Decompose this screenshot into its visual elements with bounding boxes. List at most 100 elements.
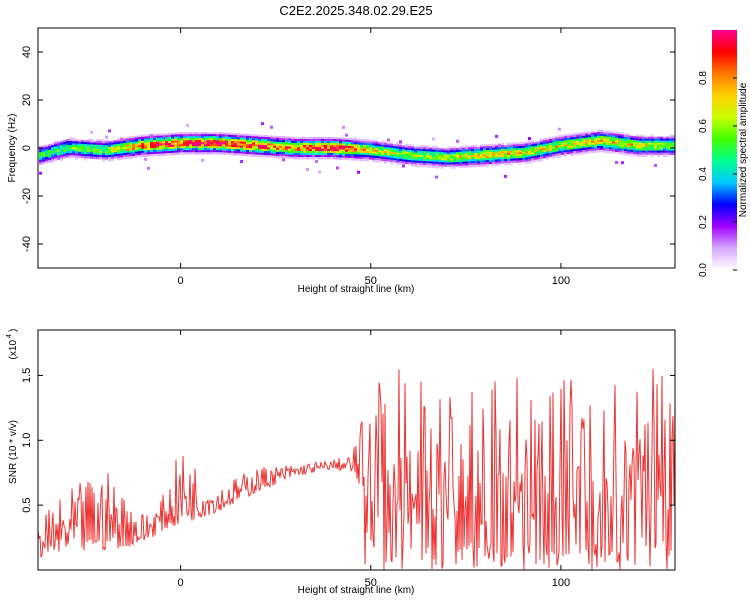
heatmap-cell xyxy=(483,146,486,149)
heatmap-cell xyxy=(519,160,522,163)
heatmap-cell xyxy=(279,150,282,153)
heatmap-cell xyxy=(588,139,591,142)
heatmap-cell xyxy=(432,145,435,149)
heatmap-cell xyxy=(528,154,531,158)
heatmap-cell xyxy=(336,166,339,170)
heatmap-cell xyxy=(84,156,87,159)
heatmap-cell xyxy=(672,150,675,153)
heatmap-cell xyxy=(423,157,426,160)
heatmap-cell xyxy=(456,162,459,165)
heatmap-cell xyxy=(69,147,72,150)
heatmap-cell xyxy=(411,144,414,147)
heatmap-cell xyxy=(186,140,189,143)
heatmap-cell xyxy=(153,147,156,151)
heatmap-cell xyxy=(183,152,186,155)
heatmap-cell xyxy=(225,152,228,156)
heatmap-cell xyxy=(90,146,93,149)
heatmap-cell xyxy=(501,145,504,148)
heatmap-cell xyxy=(591,142,594,146)
heatmap-cell xyxy=(276,149,279,153)
heatmap-cell xyxy=(594,136,597,139)
heatmap-cell xyxy=(408,150,411,153)
heatmap-cell xyxy=(648,146,651,149)
heatmap-cell xyxy=(636,150,639,153)
heatmap-cell xyxy=(282,146,285,149)
heatmap-cell xyxy=(189,144,192,147)
heatmap-cell xyxy=(633,144,636,147)
heatmap-cell xyxy=(111,156,114,159)
heatmap-cell xyxy=(228,136,231,140)
heatmap-cell xyxy=(177,136,180,139)
heatmap-cell xyxy=(378,152,381,155)
heatmap-cell xyxy=(486,158,489,161)
heatmap-cell xyxy=(612,137,615,140)
heatmap-cell xyxy=(504,162,507,166)
heatmap-cell xyxy=(261,122,264,126)
heatmap-cell xyxy=(66,151,69,154)
heatmap-cell xyxy=(375,139,378,143)
heatmap-cell xyxy=(129,144,132,147)
heatmap-cell xyxy=(384,159,387,162)
heatmap-cell xyxy=(207,152,210,155)
heatmap-cell xyxy=(102,145,105,148)
heatmap-cell xyxy=(540,144,543,147)
heatmap-cell xyxy=(87,142,90,145)
heatmap-cell xyxy=(627,137,630,140)
heatmap-cell xyxy=(672,140,675,143)
heatmap-cell xyxy=(54,144,57,147)
heatmap-cell xyxy=(606,130,609,134)
heatmap-cell xyxy=(567,147,570,151)
heatmap-cell xyxy=(177,132,180,135)
heatmap-cell xyxy=(537,155,540,158)
heatmap-cell xyxy=(537,143,540,146)
heatmap-cell xyxy=(444,164,447,167)
heatmap-cell xyxy=(468,147,471,150)
heatmap-cell xyxy=(666,144,669,147)
heatmap-cell xyxy=(102,141,105,144)
heatmap-cell xyxy=(666,148,669,151)
heatmap-cell xyxy=(441,152,444,155)
heatmap-cell xyxy=(285,150,288,153)
heatmap-cell xyxy=(372,153,375,156)
heatmap-cell xyxy=(579,132,582,135)
heatmap-cell xyxy=(231,146,234,150)
heatmap-cell xyxy=(318,141,321,144)
heatmap-cell xyxy=(306,147,309,150)
heatmap-cell xyxy=(141,138,144,142)
heatmap-cell xyxy=(57,151,60,154)
heatmap-cell xyxy=(492,163,495,167)
heatmap-cell xyxy=(450,162,453,165)
heatmap-cell xyxy=(396,148,399,151)
heatmap-cell xyxy=(234,139,237,142)
heatmap-cell xyxy=(543,153,546,157)
heatmap-cell xyxy=(576,146,579,150)
heatmap-cell xyxy=(459,155,462,159)
heatmap-cell xyxy=(489,151,492,155)
heatmap-cell xyxy=(345,133,348,137)
heatmap-cell xyxy=(528,146,531,150)
heatmap-cell xyxy=(186,136,189,139)
heatmap-cell xyxy=(552,150,555,153)
heatmap-cell xyxy=(621,132,624,135)
heatmap-cell xyxy=(111,144,114,147)
heatmap-cell xyxy=(177,134,180,137)
heatmap-cell xyxy=(666,146,669,149)
heatmap-cell xyxy=(174,136,177,140)
heatmap-cell xyxy=(525,149,528,152)
heatmap-cell xyxy=(228,150,231,154)
heatmap-cell xyxy=(585,133,588,136)
heatmap-cell xyxy=(408,158,411,161)
heatmap-cell xyxy=(525,155,528,158)
heatmap-cell xyxy=(543,151,546,155)
heatmap-cell xyxy=(576,138,579,142)
heatmap-cell xyxy=(465,159,468,162)
heatmap-cell xyxy=(486,156,489,159)
heatmap-cell xyxy=(594,132,597,135)
heatmap-cell xyxy=(657,146,660,149)
heatmap-cell xyxy=(144,152,147,155)
heatmap-cell xyxy=(333,137,336,140)
heatmap-cell xyxy=(663,138,666,141)
heatmap-cell xyxy=(516,160,519,163)
heatmap-cell xyxy=(648,138,651,141)
heatmap-cell xyxy=(429,149,432,152)
